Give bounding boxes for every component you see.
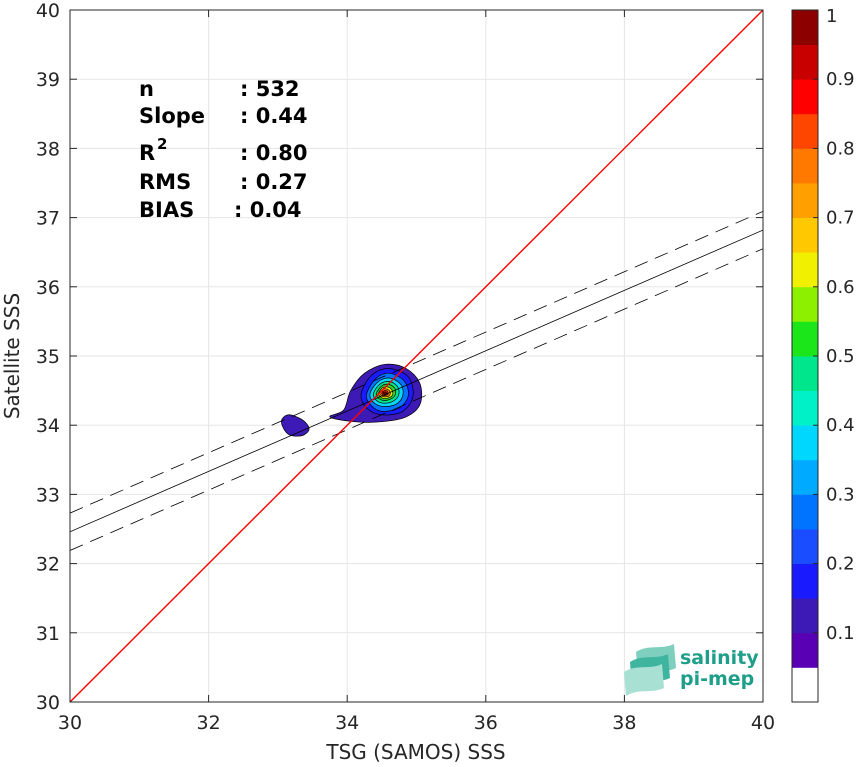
colorbar xyxy=(792,10,818,703)
identity-line xyxy=(70,10,763,702)
stat-r2-sup: 2 xyxy=(157,135,167,153)
x-tick-label: 36 xyxy=(474,712,498,734)
colorbar-segment xyxy=(792,79,818,115)
salinity-pi-mep-logo: salinity pi-mep xyxy=(624,644,759,696)
plot-area xyxy=(70,10,763,702)
colorbar-tick-label: 0.7 xyxy=(826,208,855,229)
tick-labels: 30 32 34 36 38 40 30 31 32 33 34 35 36 37 38 39 40 xyxy=(36,0,775,734)
stat-slope-value: : 0.44 xyxy=(240,104,308,128)
colorbar-segment xyxy=(792,10,818,45)
x-tick-label: 40 xyxy=(751,712,775,734)
colorbar-tick-label: 1 xyxy=(826,6,837,27)
stat-slope-label: Slope xyxy=(139,104,205,128)
colorbar-segment xyxy=(792,563,818,599)
colorbar-segment xyxy=(792,252,818,288)
colorbar-tick-label: 0.3 xyxy=(826,484,855,505)
y-tick-label: 39 xyxy=(36,69,60,91)
reference-lines xyxy=(70,10,763,702)
colorbar-tick-label: 0.8 xyxy=(826,138,855,159)
stat-rms-value: : 0.27 xyxy=(240,170,308,194)
y-tick-label: 30 xyxy=(36,692,60,714)
x-tick-label: 30 xyxy=(58,712,82,734)
colorbar-tick-label: 0.1 xyxy=(826,623,855,644)
colorbar-segment xyxy=(792,321,818,357)
colorbar-segment xyxy=(792,425,818,461)
y-tick-label: 40 xyxy=(36,0,60,22)
logo-text-line1: salinity xyxy=(680,647,759,669)
colorbar-segment xyxy=(792,148,818,184)
stat-n-label: n xyxy=(139,77,154,101)
colorbar-segment xyxy=(792,390,818,426)
colorbar-segment xyxy=(792,494,818,530)
stat-bias-label: BIAS xyxy=(139,198,194,222)
stat-r2-value: : 0.80 xyxy=(240,141,308,165)
colorbar-segment xyxy=(792,183,818,218)
x-tick-label: 34 xyxy=(335,712,359,734)
axis-ticks xyxy=(69,9,764,703)
stats-block: n : 532 Slope : 0.44 R 2 : 0.80 RMS : 0.… xyxy=(139,77,308,222)
y-axis-title: Satellite SSS xyxy=(0,293,24,419)
colorbar-segment xyxy=(792,459,818,495)
logo-text-line2: pi-mep xyxy=(680,668,754,690)
colorbar-segment xyxy=(792,598,818,634)
colorbar-segment xyxy=(792,529,818,564)
colorbar-segment xyxy=(792,667,818,703)
y-tick-label: 35 xyxy=(36,346,60,368)
colorbar-segment xyxy=(792,356,818,391)
colorbar-segment xyxy=(792,632,818,668)
stat-rms-label: RMS xyxy=(139,170,191,194)
x-axis-title: TSG (SAMOS) SSS xyxy=(325,740,505,764)
colorbar-segment xyxy=(792,286,818,322)
grid xyxy=(70,10,763,702)
y-tick-label: 37 xyxy=(36,208,60,230)
y-tick-label: 36 xyxy=(36,277,60,299)
y-tick-label: 34 xyxy=(36,415,60,437)
y-tick-label: 31 xyxy=(36,623,60,645)
colorbar-tick-label: 0.6 xyxy=(826,277,855,298)
y-tick-label: 33 xyxy=(36,484,60,506)
fit-bound-line xyxy=(70,211,763,514)
colorbar-ticks: 0.1 0.2 0.3 0.4 0.5 0.6 0.7 0.8 0.9 1 xyxy=(813,6,855,644)
fit-bound-line xyxy=(70,248,763,551)
stat-r2-label: R xyxy=(139,141,155,165)
colorbar-segment xyxy=(792,113,818,149)
y-tick-label: 38 xyxy=(36,138,60,160)
fit-line xyxy=(70,229,763,533)
x-tick-label: 32 xyxy=(197,712,221,734)
x-tick-label: 38 xyxy=(612,712,636,734)
colorbar-segment xyxy=(792,44,818,80)
colorbar-segment xyxy=(792,217,818,253)
y-tick-label: 32 xyxy=(36,554,60,576)
colorbar-tick-label: 0.5 xyxy=(826,346,855,367)
logo-wave-front xyxy=(624,664,664,696)
colorbar-tick-label: 0.9 xyxy=(826,69,855,90)
colorbar-tick-label: 0.2 xyxy=(826,554,855,575)
stat-bias-value: : 0.04 xyxy=(234,198,302,222)
stat-n-value: : 532 xyxy=(240,77,300,101)
colorbar-tick-label: 0.4 xyxy=(826,415,855,436)
